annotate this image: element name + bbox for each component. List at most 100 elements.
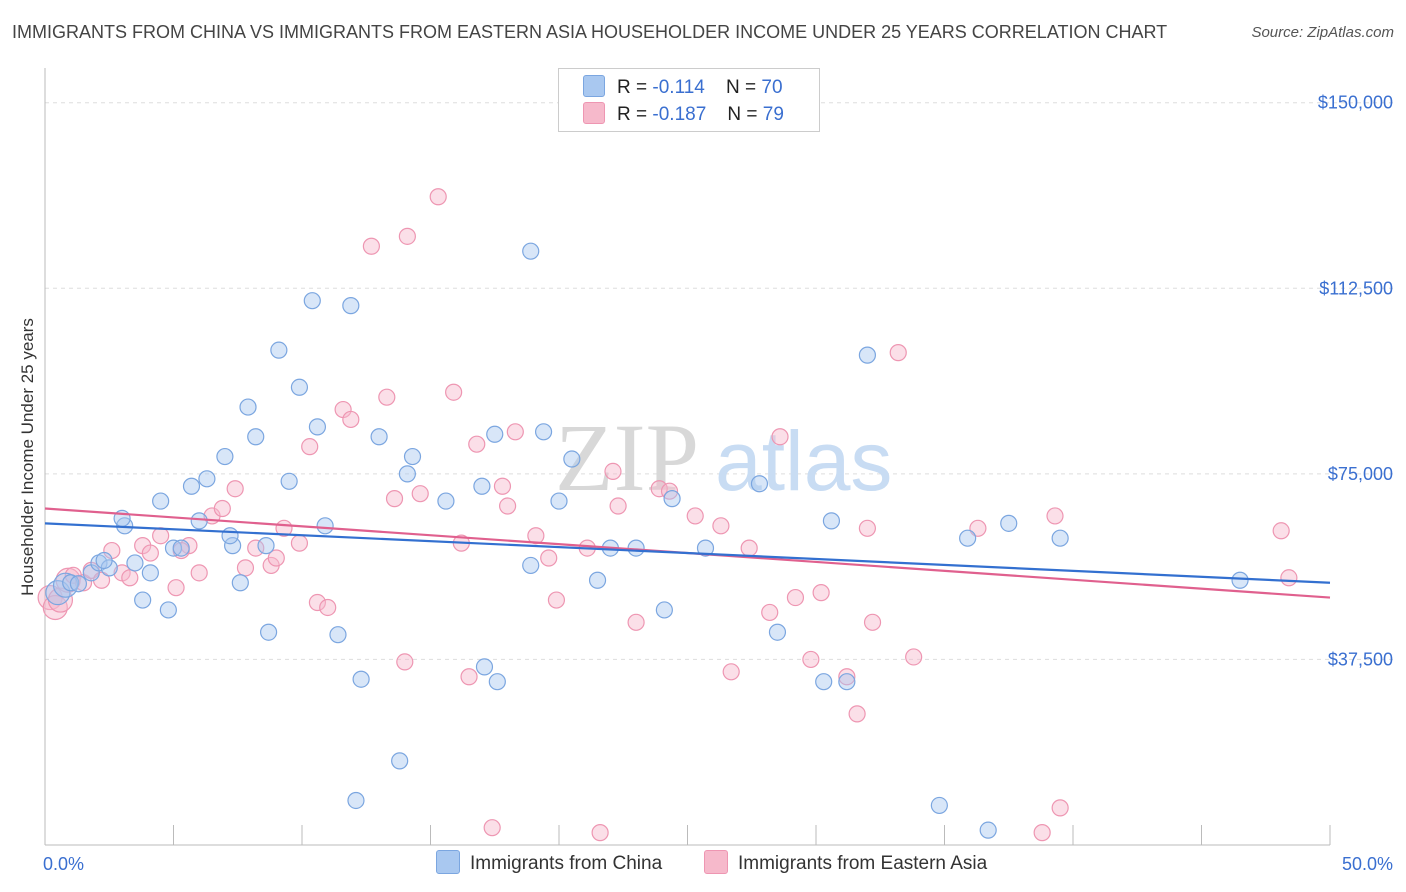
- china-trend-line: [44, 522, 1331, 584]
- china-point: [352, 670, 370, 688]
- y-tick-label: $37,500: [1328, 649, 1393, 669]
- eastern-asia-point: [267, 549, 285, 567]
- eastern-asia-point: [460, 668, 478, 686]
- eastern-asia-point: [152, 527, 170, 545]
- eastern-asia-point: [342, 410, 360, 429]
- eastern-asia-point: [905, 648, 923, 666]
- china-point: [95, 551, 113, 570]
- china-point: [342, 297, 360, 315]
- china-point: [172, 539, 190, 557]
- china-point: [329, 626, 347, 644]
- legend-n-label: N =: [727, 104, 758, 125]
- eastern-asia-point: [1051, 799, 1069, 817]
- legend-swatch-eastern-asia: [583, 102, 605, 124]
- watermark-zip: ZIP: [555, 404, 699, 511]
- series-name-china: Immigrants from China: [470, 853, 663, 874]
- china-point: [696, 539, 715, 557]
- china-point: [550, 492, 568, 510]
- china-point: [159, 601, 177, 619]
- eastern-asia-point: [609, 497, 627, 515]
- eastern-asia-points: [37, 188, 1298, 842]
- eastern-asia-point: [547, 591, 566, 609]
- eastern-asia-point: [1033, 824, 1051, 842]
- china-point: [190, 512, 208, 530]
- china-point: [280, 472, 298, 490]
- china-point: [822, 512, 841, 530]
- china-point: [134, 591, 152, 609]
- eastern-asia-point: [889, 344, 907, 362]
- eastern-asia-point: [527, 527, 545, 545]
- eastern-asia-point: [838, 668, 856, 686]
- eastern-asia-point: [167, 579, 185, 597]
- china-point: [308, 418, 327, 436]
- trend-lines: [44, 507, 1331, 599]
- eastern-asia-point: [308, 593, 327, 612]
- y-tick-label: $75,000: [1328, 464, 1393, 484]
- series-name-eastern-asia: Immigrants from Eastern Asia: [738, 853, 988, 874]
- legend-row-eastern-asia: R = -0.187 N = 79: [583, 102, 784, 128]
- legend-n-label: N =: [725, 77, 757, 98]
- china-point: [1231, 571, 1249, 589]
- x-tick-label: 0.0%: [43, 854, 84, 874]
- china-point: [1051, 529, 1069, 547]
- series-swatch-china: [436, 850, 460, 874]
- china-point: [588, 571, 607, 589]
- eastern-asia-point: [802, 650, 820, 669]
- y-tick-label: $112,500: [1319, 278, 1393, 298]
- eastern-asia-point: [740, 539, 758, 557]
- china-point: [488, 673, 506, 691]
- eastern-asia-point: [858, 519, 877, 537]
- china-point: [270, 341, 288, 359]
- eastern-asia-point: [627, 613, 645, 631]
- china-point: [152, 492, 170, 510]
- china-point: [182, 477, 201, 495]
- eastern-asia-point: [190, 564, 208, 582]
- eastern-asia-point: [591, 824, 609, 842]
- series-legend-eastern-asia[interactable]: Immigrants from Eastern Asia: [704, 850, 987, 875]
- china-point: [224, 537, 242, 555]
- source-label: Source: ZipAtlas.com: [1251, 24, 1394, 41]
- legend-r-value-eastern-asia: -0.187: [652, 104, 707, 125]
- eastern-asia-point: [686, 507, 704, 525]
- china-point: [930, 796, 948, 815]
- legend-r-label: R =: [617, 77, 648, 98]
- legend-r-label: R =: [617, 104, 648, 125]
- eastern-asia-point: [362, 237, 380, 255]
- eastern-asia-point: [290, 534, 309, 552]
- china-point: [141, 564, 159, 582]
- eastern-asia-point: [506, 423, 524, 441]
- eastern-asia-point: [540, 549, 558, 567]
- eastern-asia-point: [1272, 522, 1290, 540]
- eastern-asia-point: [236, 559, 255, 577]
- series-legend-china[interactable]: Immigrants from China: [436, 850, 662, 875]
- china-point: [259, 623, 278, 641]
- china-point: [534, 423, 553, 441]
- legend-n-value-eastern-asia: 79: [762, 104, 784, 125]
- eastern-asia-point: [319, 598, 337, 617]
- china-point: [750, 475, 769, 493]
- china-point: [126, 554, 144, 572]
- china-point: [959, 529, 977, 547]
- eastern-asia-point: [445, 383, 463, 401]
- china-point: [303, 292, 321, 310]
- chart-title: IMMIGRANTS FROM CHINA VS IMMIGRANTS FROM…: [12, 22, 1168, 42]
- eastern-asia-point: [650, 480, 668, 498]
- eastern-asia-point: [483, 819, 501, 837]
- eastern-asia-point: [722, 663, 740, 681]
- china-point: [768, 623, 787, 641]
- china-point: [370, 428, 388, 446]
- series-legend: Immigrants from China Immigrants from Ea…: [0, 850, 1406, 880]
- china-point: [221, 527, 239, 545]
- y-tick-label: $150,000: [1318, 93, 1393, 113]
- eastern-asia-point: [398, 227, 416, 245]
- eastern-asia-point: [786, 588, 805, 607]
- china-point: [257, 537, 275, 555]
- eastern-asia-point: [761, 603, 779, 622]
- china-point: [239, 398, 257, 416]
- eastern-asia-point: [385, 490, 404, 508]
- eastern-asia-point: [1046, 507, 1064, 525]
- x-tick-label: 50.0%: [1342, 854, 1393, 874]
- eastern-asia-point: [213, 499, 231, 518]
- china-point: [475, 658, 494, 676]
